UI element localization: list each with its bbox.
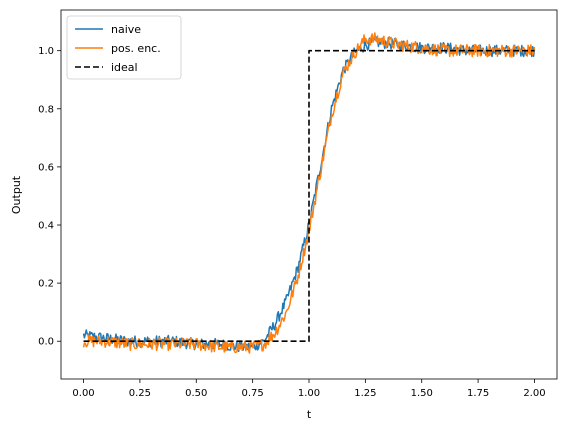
x-tick-label: 1.00 [298,388,320,399]
y-tick-label: 0.6 [38,162,54,173]
x-axis-label: t [307,408,312,421]
x-tick-label: 1.75 [467,388,489,399]
x-tick-label: 0.50 [185,388,207,399]
x-tick-label: 1.50 [411,388,433,399]
legend-label: pos. enc. [111,42,161,55]
legend-box [66,15,182,80]
x-tick-label: 0.75 [242,388,264,399]
legend-label: naive [111,23,141,36]
x-tick-label: 1.25 [354,388,376,399]
y-tick-label: 0.0 [38,337,54,348]
y-tick-label: 0.8 [38,104,54,115]
y-tick-label: 1.0 [38,46,54,57]
legend: naive pos. enc. ideal [66,15,182,80]
x-tick-label: 2.00 [523,388,545,399]
y-axis: 0.0 0.2 0.4 0.6 0.8 1.0 [38,46,61,348]
y-tick-label: 0.4 [38,221,54,232]
y-tick-label: 0.2 [38,279,54,290]
legend-label: ideal [111,61,138,74]
y-axis-label: Output [10,175,23,214]
series-line-pos-enc- [82,32,536,354]
x-tick-label: 0.25 [129,388,151,399]
series-layer [82,32,536,354]
x-axis: 0.00 0.25 0.50 0.75 1.00 1.25 1.50 1.75 2.00 [72,379,546,399]
series-line-ideal [83,49,535,343]
x-tick-label: 0.00 [72,388,94,399]
